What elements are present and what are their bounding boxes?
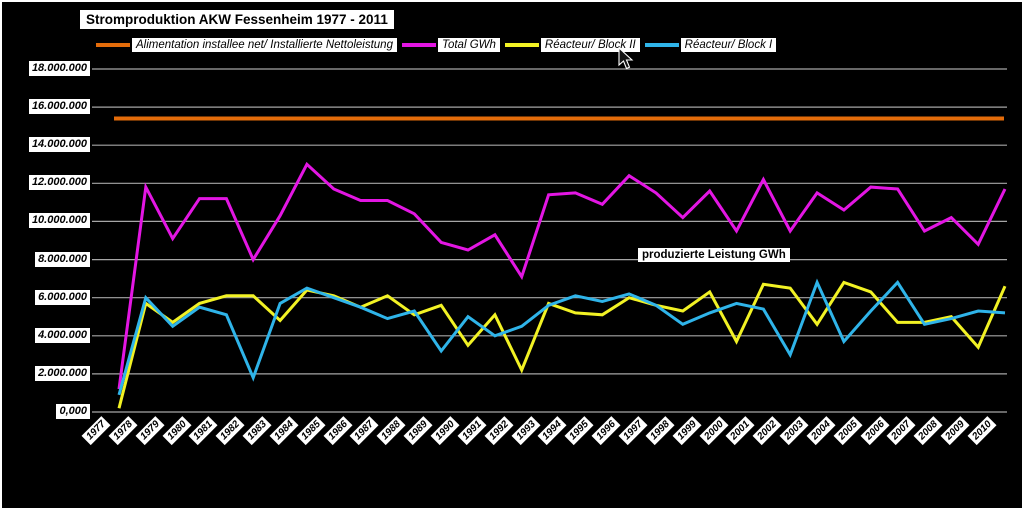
legend-item-block-2: Réacteur/ Block II <box>504 38 640 52</box>
legend-item-total-gwh: Total GWh <box>401 38 500 52</box>
legend-item-installed-capacity: Alimentation installee net/ Installierte… <box>96 38 397 52</box>
legend-label-block-1: Réacteur/ Block I <box>680 38 777 52</box>
y-axis-label: 16.000.000 <box>28 99 90 115</box>
y-axis-label: 6.000.000 <box>35 289 90 305</box>
y-axis-label: 14.000.000 <box>28 137 90 153</box>
legend-swatch-block-1-icon <box>644 43 679 47</box>
y-axis-label: 10.000.000 <box>28 213 90 229</box>
series-line-block-1 <box>117 278 1006 396</box>
y-axis-label: 0,000 <box>56 404 90 419</box>
legend-swatch-total-gwh-icon <box>401 43 436 47</box>
y-axis-label: 12.000.000 <box>28 175 90 191</box>
legend: Alimentation installee net/ Installierte… <box>96 38 781 52</box>
legend-label-installed-capacity: Alimentation installee net/ Installierte… <box>132 38 397 52</box>
series-line-total-gwh <box>117 161 1007 390</box>
series-line-block-2 <box>117 280 1007 409</box>
y-axis-label: 18.000.000 <box>28 61 90 76</box>
chart-annotation: produzierte Leistung GWh <box>638 248 790 262</box>
y-axis-label: 2.000.000 <box>35 365 90 381</box>
legend-swatch-block-2-icon <box>504 43 539 47</box>
chart-title: Stromproduktion AKW Fessenheim 1977 - 20… <box>80 10 394 29</box>
y-axis-label: 4.000.000 <box>35 327 90 343</box>
legend-label-block-2: Réacteur/ Block II <box>540 38 640 52</box>
legend-swatch-installed-capacity-icon <box>96 43 130 47</box>
y-axis-label: 8.000.000 <box>35 251 90 267</box>
legend-item-block-1: Réacteur/ Block I <box>644 38 777 52</box>
legend-label-total-gwh: Total GWh <box>437 38 500 52</box>
